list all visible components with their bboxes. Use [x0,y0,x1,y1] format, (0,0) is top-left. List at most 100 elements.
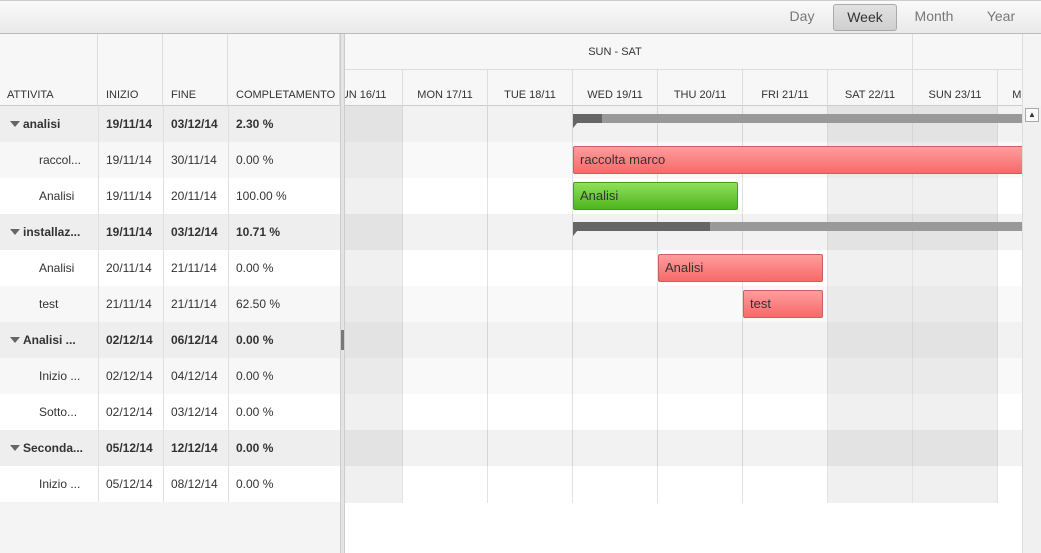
task-end: 08/12/14 [171,477,218,491]
grid-divider [228,430,229,466]
grid-row[interactable] [0,358,340,394]
column-header[interactable]: FINE [163,34,228,106]
day-header: SUN 23/11 [913,70,998,106]
chart-row [345,322,1022,358]
task-complete: 62.50 % [236,297,281,311]
grid-divider [163,322,164,358]
task-name: test [39,297,59,311]
column-header[interactable]: COMPLETAMENTO [228,34,340,106]
grid-divider [163,178,164,214]
task-name: analisi [23,117,61,131]
splitter[interactable] [340,34,345,553]
grid-row[interactable] [0,322,340,358]
task-name: installaz... [23,225,81,239]
summary-marker [573,230,578,236]
task-start: 20/11/14 [106,261,152,275]
task-end: 12/12/14 [171,441,218,455]
view-button[interactable]: Day [789,8,815,24]
task-bar[interactable]: Analisi [658,254,823,282]
expand-toggle[interactable] [10,121,20,127]
task-start: 21/11/14 [106,297,152,311]
task-complete: 0.00 % [236,369,274,383]
view-button[interactable]: Year [986,8,1016,24]
task-name: Inizio ... [39,369,81,383]
view-button[interactable]: Week [833,4,897,31]
day-header: SAT 22/11 [828,70,913,106]
grid-row[interactable] [0,250,340,286]
task-complete: 0.00 % [236,405,274,419]
task-start: 05/12/14 [106,477,153,491]
task-start: 19/11/14 [106,153,152,167]
task-complete: 10.71 % [236,225,281,239]
view-button[interactable]: Month [914,8,954,24]
grid-row[interactable] [0,430,340,466]
expand-toggle[interactable] [10,337,20,343]
summary-progress [573,114,603,123]
day-header: TUE 18/11 [488,70,573,106]
grid-divider [163,214,164,250]
grid-divider [98,286,99,322]
day-header: WED 19/11 [573,70,658,106]
task-end: 21/11/14 [171,261,217,275]
splitter-handle[interactable] [341,330,344,350]
grid-row[interactable] [0,178,340,214]
task-complete: 100.00 % [236,189,287,203]
summary-bar[interactable] [573,114,1022,123]
task-start: 19/11/14 [106,225,153,239]
column-header[interactable]: ATTIVITA [0,34,98,106]
chart-row [345,466,1022,502]
grid-row[interactable] [0,142,340,178]
expand-toggle[interactable] [10,445,20,451]
grid-row[interactable] [0,466,340,502]
task-start: 02/12/14 [106,369,153,383]
task-end: 06/12/14 [171,333,218,347]
grid-divider [163,466,164,502]
column-header[interactable]: INIZIO [98,34,163,106]
grid-divider [98,430,99,466]
chart-row [345,430,1022,466]
grid-row[interactable] [0,394,340,430]
task-end: 04/12/14 [171,369,218,383]
chart-row [345,394,1022,430]
day-header: MON 17/11 [403,70,488,106]
scrollbar[interactable]: ▲ [1022,106,1041,553]
grid-divider [228,178,229,214]
task-start: 19/11/14 [106,189,152,203]
task-name: Analisi [39,189,75,203]
task-bar[interactable]: test [743,290,823,318]
grid-divider [163,142,164,178]
grid-divider [163,430,164,466]
task-name: Sotto... [39,405,78,419]
grid-row[interactable] [0,286,340,322]
grid-divider [163,106,164,142]
chart-row [345,358,1022,394]
day-column [573,106,658,503]
day-header: THU 20/11 [658,70,743,106]
grid-row[interactable] [0,214,340,250]
task-name: Inizio ... [39,477,81,491]
grid-divider [98,394,99,430]
grid-divider [228,142,229,178]
task-bar[interactable]: raccolta marco [573,146,1022,174]
day-column [403,106,488,503]
task-end: 03/12/14 [171,225,218,239]
task-name: Seconda... [23,441,84,455]
grid-row[interactable] [0,106,340,142]
scroll-up[interactable]: ▲ [1025,108,1039,122]
grid-divider [228,322,229,358]
day-header: FRI 21/11 [743,70,828,106]
task-name: raccol... [39,153,82,167]
grid-divider [98,250,99,286]
expand-toggle[interactable] [10,229,20,235]
task-complete: 0.00 % [236,333,274,347]
grid-divider [163,286,164,322]
task-bar[interactable]: Analisi [573,182,738,210]
summary-bar[interactable] [573,222,1022,231]
day-header: SUN 16/11 [345,70,403,106]
header-corner [1022,34,1041,106]
day-column [345,106,403,503]
grid-divider [228,250,229,286]
task-complete: 0.00 % [236,153,274,167]
grid-divider [163,358,164,394]
grid-divider [98,106,99,142]
